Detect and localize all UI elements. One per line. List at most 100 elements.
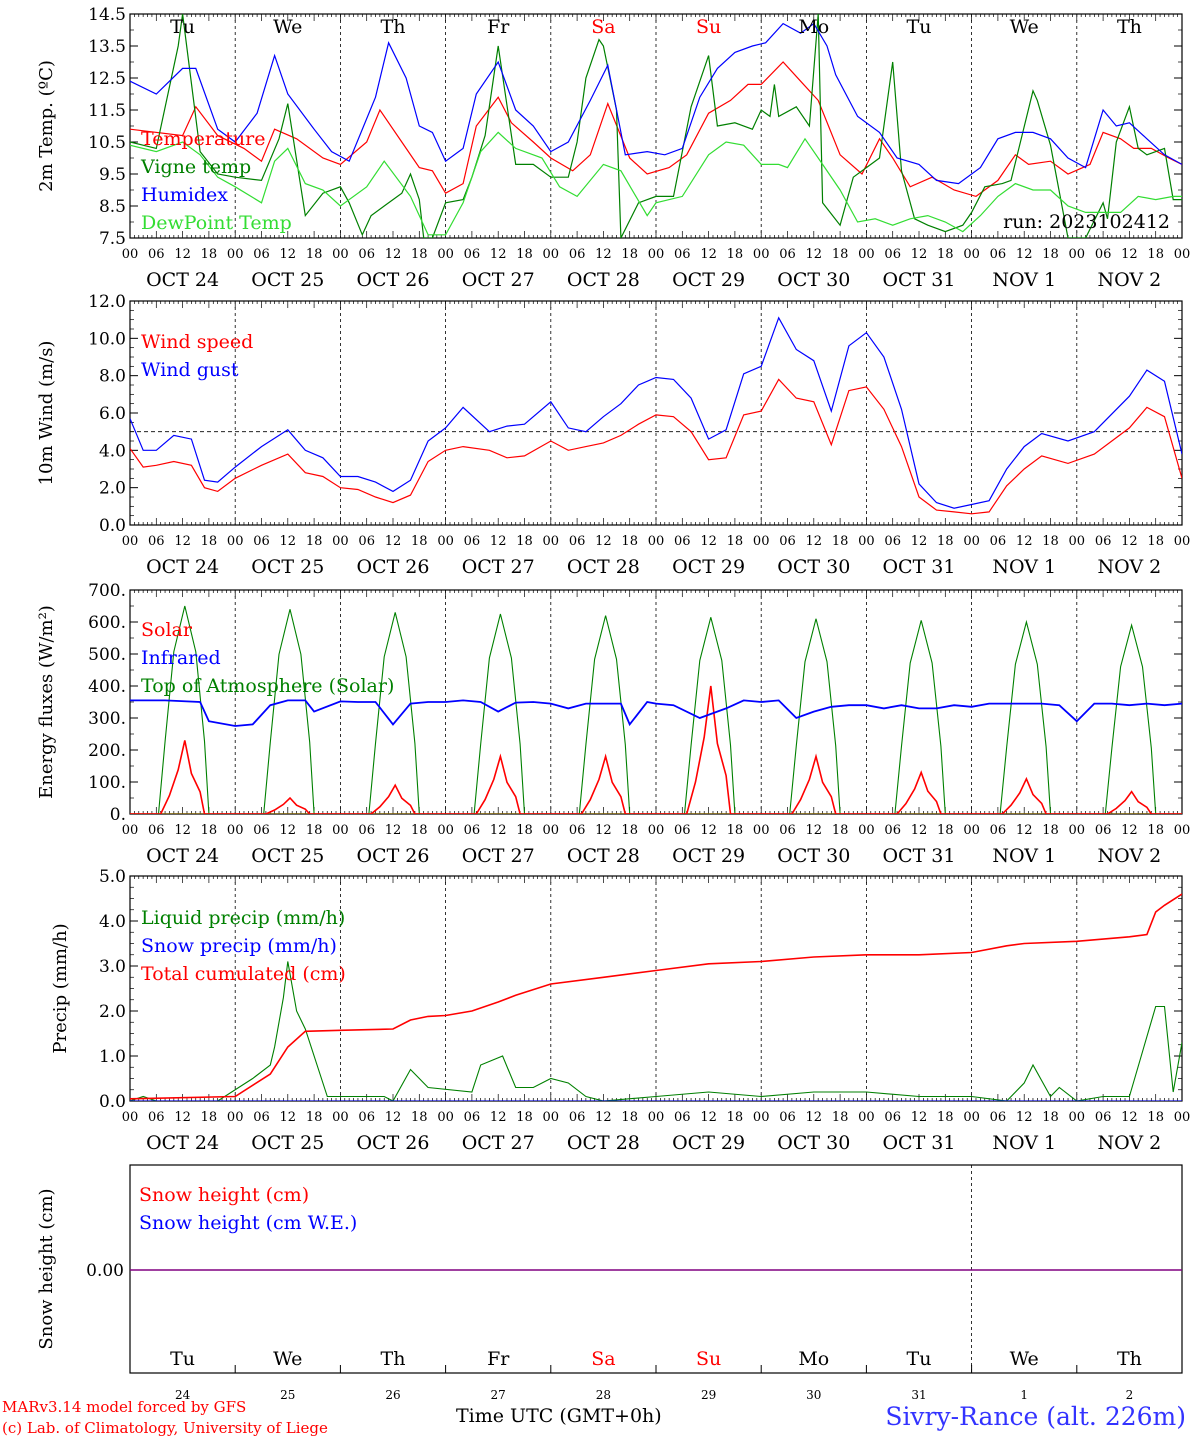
x-hour-label: 00 <box>963 823 980 838</box>
x-hour-label: 00 <box>122 823 139 838</box>
x-date-label: OCT 30 <box>777 269 850 291</box>
y-tick-label: 3.0 <box>99 957 126 977</box>
x-date-label: OCT 30 <box>777 556 850 578</box>
x-hour-label: 06 <box>1095 247 1112 262</box>
x-date-label: NOV 1 <box>992 1132 1056 1154</box>
y-tick-label: 4.0 <box>99 441 126 461</box>
y-tick-label: 500. <box>88 645 126 665</box>
x-date-label: OCT 26 <box>356 556 429 578</box>
x-hour-label: 00 <box>963 247 980 262</box>
x-hour-label: 12 <box>806 247 823 262</box>
x-hour-label: 06 <box>464 823 481 838</box>
x-hour-label: 12 <box>280 823 297 838</box>
series-line <box>130 316 1182 509</box>
x-hour-label: 00 <box>753 247 770 262</box>
x-date-label: OCT 27 <box>462 269 535 291</box>
x-hour-label: 06 <box>569 823 586 838</box>
x-date-label: OCT 31 <box>882 1132 955 1154</box>
toa-solar-line <box>130 605 236 814</box>
x-date-label: OCT 29 <box>672 269 745 291</box>
x-hour-label: 00 <box>227 1110 244 1125</box>
x-hour-label: 18 <box>516 247 533 262</box>
legend-entry: Liquid precip (mm/h) <box>141 907 345 929</box>
legend-entry: Wind gust <box>141 359 239 381</box>
toa-solar-line <box>340 612 446 814</box>
panel-snow: Snow height (cm) 0.00 Tu 24 We 25 Th 26 Fr 27 Sa 28… <box>36 1164 1183 1402</box>
x-date-label: OCT 29 <box>672 845 745 867</box>
day-name-label: Mo <box>798 16 829 38</box>
x-hour-label: 00 <box>648 247 665 262</box>
x-hour-label: 00 <box>227 823 244 838</box>
x-hour-label: 12 <box>385 247 402 262</box>
y-tick-label: 0.0 <box>99 516 126 536</box>
x-date-label: OCT 25 <box>251 556 324 578</box>
panel-temperature: 7.5 8.5 9.5 10.5 11.5 12.5 13.5 14.5 2m Temp. (º… <box>36 5 1190 291</box>
series-line <box>130 893 1182 1100</box>
day-number-label: 1 <box>1020 1388 1028 1402</box>
x-hour-label: 06 <box>253 247 270 262</box>
x-hour-label: 00 <box>1174 247 1191 262</box>
x-hour-label: 18 <box>937 534 954 549</box>
day-number-label: 27 <box>491 1388 506 1402</box>
x-hour-label: 00 <box>753 534 770 549</box>
x-hour-label: 12 <box>700 247 717 262</box>
x-hour-label: 06 <box>1095 823 1112 838</box>
y-tick-label: 0.0 <box>99 1092 126 1112</box>
day-name-label: We <box>1010 1348 1039 1370</box>
x-hour-label: 06 <box>358 823 375 838</box>
x-date-label: NOV 1 <box>992 269 1056 291</box>
x-date-label: OCT 24 <box>146 556 219 578</box>
x-hour-label: 12 <box>595 823 612 838</box>
x-hour-label: 06 <box>674 534 691 549</box>
x-hour-label: 12 <box>1016 823 1033 838</box>
x-date-label: NOV 2 <box>1098 845 1162 867</box>
x-hour-label: 12 <box>174 1110 191 1125</box>
day-number-label: 28 <box>596 1388 611 1402</box>
run-label: run: 2023102412 <box>1003 211 1170 233</box>
x-hour-label: 00 <box>1174 823 1191 838</box>
day-name-label: Th <box>381 16 406 38</box>
x-date-label: OCT 25 <box>251 845 324 867</box>
toa-solar-line <box>971 619 1077 814</box>
day-name-label: Su <box>696 16 721 38</box>
y-axis-label: 2m Temp. (ºC) <box>36 60 57 192</box>
y-tick-label: 0.00 <box>86 1261 124 1281</box>
day-name-label: Th <box>381 1348 406 1370</box>
day-number-label: 29 <box>701 1388 716 1402</box>
y-tick-label: 2.0 <box>99 1002 126 1022</box>
x-hour-label: 12 <box>1016 247 1033 262</box>
day-name-label: Su <box>696 1348 721 1370</box>
y-tick-label: 7.5 <box>99 229 126 249</box>
toa-solar-line <box>550 615 656 814</box>
x-hour-label: 00 <box>858 1110 875 1125</box>
y-tick-label: 700. <box>88 581 126 601</box>
x-date-label: OCT 31 <box>882 269 955 291</box>
x-hour-label: 00 <box>543 247 560 262</box>
x-hour-label: 00 <box>227 247 244 262</box>
solar-line <box>971 776 1077 814</box>
x-hour-label: 18 <box>832 247 849 262</box>
x-hour-label: 12 <box>490 823 507 838</box>
y-tick-label: 12.0 <box>88 292 126 312</box>
x-hour-label: 12 <box>595 534 612 549</box>
legend-entry: Vigne temp <box>140 156 251 178</box>
x-date-label: NOV 2 <box>1098 556 1162 578</box>
x-hour-label: 12 <box>911 823 928 838</box>
x-hour-label: 00 <box>648 534 665 549</box>
x-hour-label: 18 <box>411 247 428 262</box>
x-hour-label: 18 <box>411 534 428 549</box>
y-tick-label: 10.5 <box>88 133 126 153</box>
x-hour-label: 12 <box>1016 534 1033 549</box>
x-hour-label: 18 <box>1147 823 1164 838</box>
x-hour-label: 06 <box>148 534 165 549</box>
x-hour-label: 06 <box>569 534 586 549</box>
x-hour-label: 18 <box>621 534 638 549</box>
x-hour-label: 12 <box>490 534 507 549</box>
plot-frame <box>129 589 1183 815</box>
legend-entry: Top of Atmosphere (Solar) <box>141 675 394 697</box>
x-hour-label: 12 <box>174 823 191 838</box>
x-hour-label: 06 <box>148 1110 165 1125</box>
y-tick-label: 14.5 <box>88 5 126 25</box>
day-name-label: Tu <box>907 16 932 38</box>
